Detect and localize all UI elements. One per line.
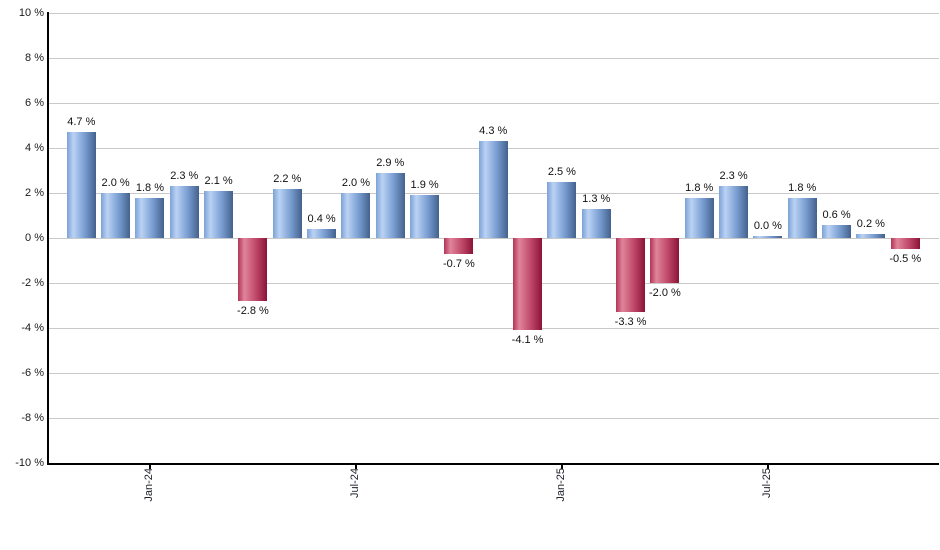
y-axis-tick-label: 0 %	[25, 232, 44, 244]
x-axis-tick-label: Jul-25	[760, 468, 773, 498]
bar-value-label: 2.9 %	[376, 156, 405, 169]
gridline	[48, 417, 939, 419]
gridline	[48, 327, 939, 329]
bar-positive	[135, 197, 165, 238]
x-axis-tick-label: Jan-25	[554, 468, 567, 502]
bar-value-label: 2.0 %	[341, 177, 370, 189]
bar-negative	[444, 238, 474, 254]
bar-negative	[650, 238, 680, 283]
bar-positive	[753, 236, 783, 238]
bar-value-label: 4.3 %	[479, 125, 508, 138]
gridline	[48, 12, 939, 14]
x-axis-tick	[560, 464, 563, 469]
x-axis-line	[47, 462, 939, 465]
y-axis-tick-label: -4 %	[21, 322, 44, 334]
bar-positive	[581, 208, 611, 238]
y-axis-tick-label: -2 %	[21, 277, 44, 289]
bar-value-label: 2.1 %	[204, 174, 233, 187]
bar-positive	[101, 193, 131, 238]
y-axis-tick-label: 2 %	[25, 187, 44, 199]
gridline	[48, 102, 939, 104]
bar-positive	[547, 181, 577, 238]
bar-positive	[272, 188, 302, 238]
bar-positive	[341, 193, 371, 238]
bar-value-label: 0.6 %	[822, 208, 851, 221]
bar-value-label: -0.7 %	[443, 257, 475, 270]
bar-negative	[616, 238, 646, 313]
bar-positive	[478, 141, 508, 238]
bar-value-label: 1.3 %	[582, 192, 611, 205]
bar-value-label: 2.5 %	[547, 165, 576, 178]
bar-value-label: 1.8 %	[135, 181, 165, 194]
bar-value-label: 0.4 %	[307, 213, 336, 225]
bar-positive	[204, 190, 234, 238]
gridline	[48, 282, 939, 284]
bar-positive	[66, 132, 96, 238]
bar-positive	[856, 233, 886, 238]
bar-positive	[169, 186, 199, 238]
bar-positive	[307, 229, 337, 238]
bar-value-label: 2.0 %	[101, 177, 130, 189]
bar-value-label: -2.8 %	[237, 305, 269, 317]
bar-positive	[822, 224, 852, 238]
bar-value-label: 4.7 %	[67, 116, 96, 129]
x-axis-tick-label: Jul-24	[348, 468, 361, 498]
bar-positive	[684, 197, 714, 238]
bar-positive	[410, 195, 440, 238]
bar-negative	[890, 238, 920, 250]
x-axis-tick	[766, 464, 769, 469]
bar-positive	[719, 186, 749, 238]
bar-value-label: -2.0 %	[649, 287, 681, 299]
bar-value-label: 0.2 %	[856, 217, 885, 230]
gridline	[48, 372, 939, 374]
bar-negative	[513, 238, 543, 331]
y-axis-tick-label: 6 %	[25, 97, 44, 109]
bar-value-label: 1.9 %	[410, 179, 439, 192]
bar-value-label: 1.8 %	[788, 181, 817, 194]
bar-positive	[375, 172, 405, 238]
bar-value-label: -3.3 %	[614, 316, 647, 329]
bar-value-label: 1.8 %	[685, 181, 714, 194]
bar-negative	[238, 238, 268, 301]
bar-value-label: 2.2 %	[273, 172, 302, 185]
y-axis-tick-label: 10 %	[18, 7, 44, 19]
y-axis-tick-label: 8 %	[25, 52, 44, 64]
y-axis-line	[47, 12, 49, 464]
x-axis-tick	[354, 464, 357, 469]
y-axis-tick-label: -6 %	[21, 367, 44, 379]
bar-value-label: -4.1 %	[511, 334, 544, 347]
bar-value-label: 2.3 %	[719, 170, 748, 183]
x-axis-tick	[148, 464, 151, 469]
x-axis-tick-label: Jan-24	[142, 468, 155, 502]
gridline	[48, 237, 939, 239]
y-axis-tick-label: 4 %	[25, 142, 44, 154]
gridline	[48, 57, 939, 59]
bar-value-label: -0.5 %	[889, 253, 922, 266]
bar-positive	[787, 197, 817, 238]
bar-value-label: 2.3 %	[170, 170, 199, 183]
bar-value-label: 0.0 %	[753, 220, 782, 232]
y-axis-tick-label: -8 %	[21, 412, 44, 424]
y-axis-tick-label: -10 %	[15, 457, 44, 469]
